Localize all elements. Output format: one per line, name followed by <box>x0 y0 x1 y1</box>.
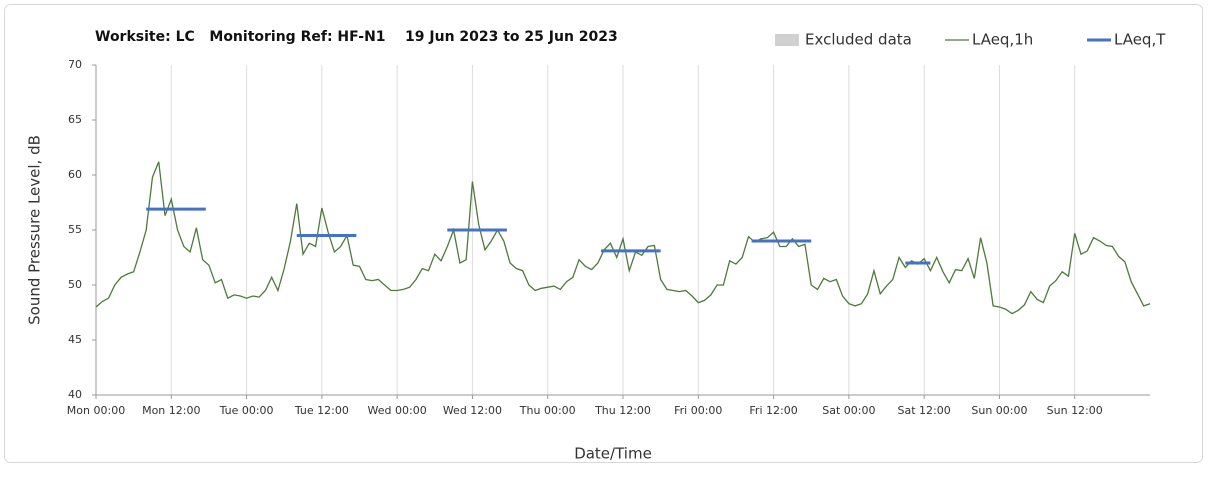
x-tick-label: Fri 00:00 <box>674 404 722 417</box>
x-tick-label: Thu 00:00 <box>519 404 576 417</box>
chart-title: Worksite: LC Monitoring Ref: HF-N1 19 Ju… <box>95 29 618 45</box>
x-tick-label: Sat 00:00 <box>822 404 875 417</box>
data-line <box>95 161 1151 315</box>
chart-frame <box>4 4 1203 463</box>
y-tick-label: 65 <box>68 113 82 126</box>
x-tick-label: Wed 12:00 <box>443 404 502 417</box>
x-tick-label: Sun 00:00 <box>971 404 1027 417</box>
x-tick-label: Sat 12:00 <box>898 404 951 417</box>
x-tick-label: Sun 12:00 <box>1047 404 1103 417</box>
x-tick-label: Mon 12:00 <box>142 404 200 417</box>
legend-label: LAeq,T <box>1114 31 1166 49</box>
x-axis-label: Date/Time <box>574 445 652 463</box>
y-tick-label: 70 <box>68 58 82 71</box>
x-tick-label: Tue 12:00 <box>294 404 349 417</box>
x-tick-label: Fri 12:00 <box>749 404 797 417</box>
y-tick-label: 60 <box>68 168 82 181</box>
legend-swatch <box>775 34 799 46</box>
y-axis-label: Sound Pressure Level, dB <box>26 135 44 325</box>
x-tick-label: Wed 00:00 <box>368 404 427 417</box>
y-tick-label: 40 <box>68 388 82 401</box>
legend-label: Excluded data <box>805 31 912 49</box>
x-tick-label: Thu 12:00 <box>594 404 651 417</box>
y-tick-label: 45 <box>68 333 82 346</box>
x-tick-label: Mon 00:00 <box>67 404 125 417</box>
y-tick-label: 50 <box>68 278 82 291</box>
y-tick-label: 55 <box>68 223 82 236</box>
legend-label: LAeq,1h <box>972 31 1033 49</box>
x-tick-label: Tue 00:00 <box>219 404 274 417</box>
